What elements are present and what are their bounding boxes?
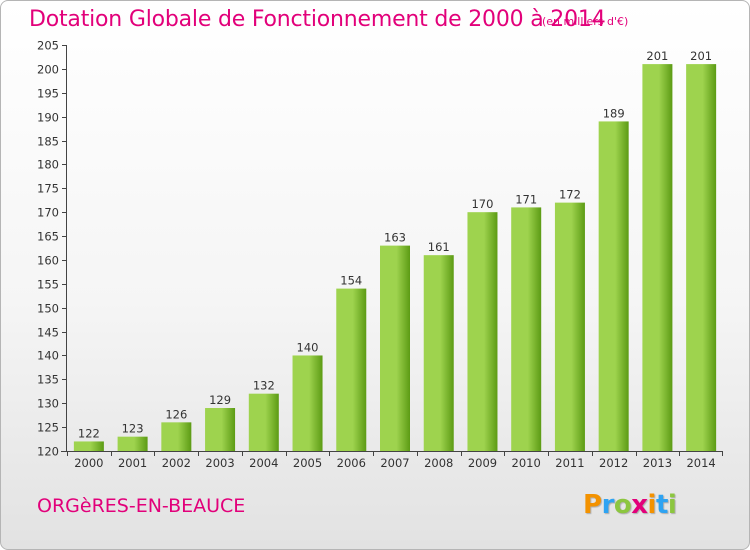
y-tick-label: 120 [37, 445, 59, 459]
bar-2008 [423, 255, 454, 451]
data-label-2009: 170 [471, 197, 493, 211]
data-label-2005: 140 [297, 340, 319, 354]
x-tick-label: 2010 [512, 456, 541, 470]
chart-title: Dotation Globale de Fonctionnement de 20… [29, 7, 606, 32]
x-tick-label: 2013 [643, 456, 672, 470]
x-tick-label: 2005 [293, 456, 322, 470]
bar-2010 [511, 207, 542, 451]
bar-2004 [248, 393, 279, 451]
y-tick-label: 145 [37, 326, 59, 340]
logo-letter: i [667, 490, 677, 520]
data-label-2008: 161 [428, 240, 450, 254]
y-tick-label: 130 [37, 397, 59, 411]
data-label-2004: 132 [253, 379, 275, 393]
bar-2013 [642, 64, 673, 451]
y-tick-label: 155 [37, 278, 59, 292]
x-tick-label: 2014 [686, 456, 715, 470]
data-label-2014: 201 [690, 49, 712, 63]
logo-letter: i [647, 490, 657, 520]
x-tick-label: 2008 [424, 456, 453, 470]
bar-2000 [73, 441, 104, 451]
y-tick-label: 200 [37, 63, 59, 77]
bar-2009 [467, 212, 498, 451]
bar-2003 [205, 408, 236, 451]
x-tick-label: 2001 [118, 456, 147, 470]
x-tick-label: 2004 [249, 456, 278, 470]
logo-letter: r [601, 490, 615, 520]
y-tick-label: 175 [37, 182, 59, 196]
x-tick-label: 2003 [205, 456, 234, 470]
bar-2011 [554, 202, 585, 451]
bar-2012 [598, 121, 629, 452]
x-tick-label: 2012 [599, 456, 628, 470]
data-label-2011: 172 [559, 188, 581, 202]
data-label-2013: 201 [646, 49, 668, 63]
data-label-2003: 129 [209, 393, 231, 407]
logo-letter: t [655, 490, 668, 520]
data-label-2010: 171 [515, 192, 537, 206]
y-tick-label: 185 [37, 135, 59, 149]
bar-2007 [380, 245, 410, 451]
logo-letter: o [613, 490, 632, 520]
data-label-2012: 189 [603, 106, 625, 120]
commune-name: ORGèRES-EN-BEAUCE [37, 495, 246, 517]
x-tick-label: 2011 [555, 456, 584, 470]
x-tick-label: 2006 [337, 456, 366, 470]
y-tick-label: 190 [37, 111, 59, 125]
y-tick-label: 140 [37, 349, 59, 363]
x-tick-label: 2002 [162, 456, 191, 470]
data-label-2001: 123 [122, 422, 144, 436]
bar-2005 [292, 355, 323, 451]
y-tick-label: 180 [37, 158, 59, 172]
x-tick-label: 2007 [380, 456, 409, 470]
logo-letter: x [631, 490, 648, 520]
data-label-2000: 122 [78, 426, 100, 440]
bar-2002 [161, 422, 192, 451]
data-label-2002: 126 [165, 407, 187, 421]
bar-2001 [117, 436, 148, 451]
data-label-2006: 154 [340, 274, 362, 288]
chart-subtitle: (en milliers d'€) [542, 15, 629, 28]
bar-2014 [686, 64, 717, 451]
y-tick-label: 160 [37, 254, 59, 268]
y-tick-label: 165 [37, 230, 59, 244]
y-tick-label: 205 [37, 39, 59, 53]
y-tick-label: 125 [37, 421, 59, 435]
y-tick-label: 150 [37, 302, 59, 316]
proxiti-logo[interactable]: Proxiti [583, 490, 677, 520]
bar-2006 [336, 288, 367, 451]
data-label-2007: 163 [384, 231, 406, 245]
x-tick-label: 2000 [74, 456, 103, 470]
y-tick-label: 195 [37, 87, 59, 101]
logo-letter: P [583, 490, 602, 520]
y-tick-label: 170 [37, 206, 59, 220]
x-tick-label: 2009 [468, 456, 497, 470]
y-tick-label: 135 [37, 373, 59, 387]
